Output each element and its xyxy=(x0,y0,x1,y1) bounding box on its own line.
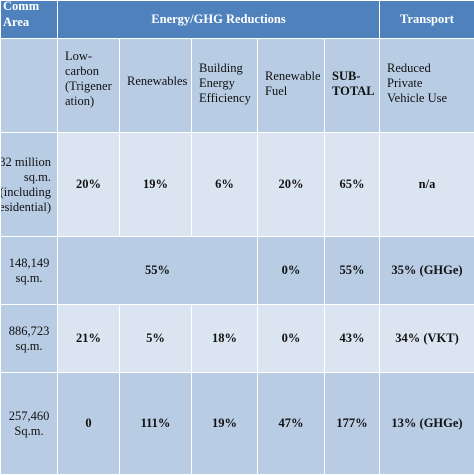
subheader-building-efficiency: Building Energy Efficiency xyxy=(192,39,258,133)
table-row: 257,460 Sq.m. 0 111% 19% 47% 177% 13% (G… xyxy=(1,373,474,475)
table-row: 32 million sq.m. (including residential)… xyxy=(1,133,474,237)
subheader-renewables: Renewables xyxy=(120,39,192,133)
row-area-line: 148,149 xyxy=(9,256,50,270)
cell-building-efficiency: 18% xyxy=(192,305,258,373)
row-area-line: 257,460 xyxy=(9,409,50,423)
row-area-line: 32 million xyxy=(1,155,52,169)
row-area: 886,723 sq.m. xyxy=(1,305,58,373)
cell-transport: 34% (VKT) xyxy=(380,305,474,373)
row-area-line: residential) xyxy=(1,200,52,214)
cell-building-efficiency: 19% xyxy=(192,373,258,475)
subheader-low-carbon-line: (Trigener xyxy=(65,79,112,93)
subheader-building-efficiency-line: Building xyxy=(199,61,243,75)
row-area-line: sq.m. xyxy=(15,339,42,353)
subheader-renewable-fuel-line: Fuel xyxy=(265,84,287,98)
cell-combined-reductions: 55% xyxy=(58,237,258,305)
subheader-reduced-vehicle-line: Vehicle Use xyxy=(387,91,447,105)
cell-renewables: 111% xyxy=(120,373,192,475)
row-area: 257,460 Sq.m. xyxy=(1,373,58,475)
subheader-row: Low- carbon (Trigener ation) Renewables … xyxy=(1,39,474,133)
cell-renewable-fuel: 0% xyxy=(258,305,325,373)
row-area-line: 886,723 xyxy=(9,324,50,338)
cell-renewable-fuel: 20% xyxy=(258,133,325,237)
header-energy-ghg-reductions: Energy/GHG Reductions xyxy=(58,1,380,39)
subheader-area-blank xyxy=(1,39,58,133)
row-area-line: sq.m. xyxy=(24,170,51,184)
header-transport: Transport xyxy=(380,1,474,39)
subheader-low-carbon-line: Low- xyxy=(65,49,92,63)
cell-renewables: 19% xyxy=(120,133,192,237)
subheader-low-carbon: Low- carbon (Trigener ation) xyxy=(58,39,120,133)
subheader-renewable-fuel-line: Renewable xyxy=(265,69,321,83)
table-row: 148,149 sq.m. 55% 0% 55% 35% (GHGe) xyxy=(1,237,474,305)
cell-subtotal: 177% xyxy=(325,373,380,475)
cell-renewable-fuel: 47% xyxy=(258,373,325,475)
row-area-line: Sq.m. xyxy=(14,424,43,438)
cell-transport: 13% (GHGe) xyxy=(380,373,474,475)
subheader-low-carbon-line: ation) xyxy=(65,94,94,108)
cell-renewables: 5% xyxy=(120,305,192,373)
cell-building-efficiency: 6% xyxy=(192,133,258,237)
cell-subtotal: 43% xyxy=(325,305,380,373)
subheader-subtotal-line: TOTAL xyxy=(332,84,375,98)
cell-subtotal: 55% xyxy=(325,237,380,305)
cell-low-carbon: 0 xyxy=(58,373,120,475)
subheader-renewable-fuel: Renewable Fuel xyxy=(258,39,325,133)
cell-transport: 35% (GHGe) xyxy=(380,237,474,305)
subheader-reduced-vehicle-line: Private xyxy=(387,76,422,90)
header-row: Comm Area Energy/GHG Reductions Transpor… xyxy=(1,1,474,39)
row-area-line: (including xyxy=(1,185,52,199)
subheader-low-carbon-line: carbon xyxy=(65,64,99,78)
table-row: 886,723 sq.m. 21% 5% 18% 0% 43% 34% (VKT… xyxy=(1,305,474,373)
subheader-reduced-vehicle: Reduced Private Vehicle Use xyxy=(380,39,474,133)
subheader-building-efficiency-line: Energy xyxy=(199,76,235,90)
cell-subtotal: 65% xyxy=(325,133,380,237)
subheader-subtotal-line: SUB- xyxy=(332,69,360,83)
row-area: 32 million sq.m. (including residential) xyxy=(1,133,58,237)
cell-low-carbon: 21% xyxy=(58,305,120,373)
subheader-reduced-vehicle-line: Reduced xyxy=(387,61,431,75)
subheader-building-efficiency-line: Efficiency xyxy=(199,91,251,105)
row-area: 148,149 sq.m. xyxy=(1,237,58,305)
subheader-subtotal: SUB- TOTAL xyxy=(325,39,380,133)
cell-transport: n/a xyxy=(380,133,474,237)
cell-renewable-fuel: 0% xyxy=(258,237,325,305)
row-area-line: sq.m. xyxy=(15,271,42,285)
cell-low-carbon: 20% xyxy=(58,133,120,237)
header-comm-area: Comm Area xyxy=(1,1,58,39)
